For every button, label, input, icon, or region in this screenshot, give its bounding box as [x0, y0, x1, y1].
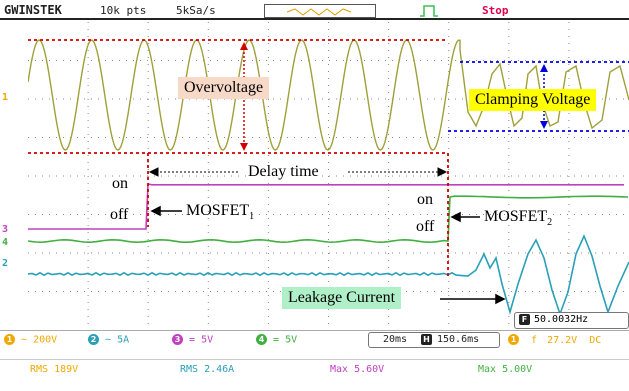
frequency-icon: F — [519, 314, 530, 325]
meas-ch2: RMS 2.46A — [180, 364, 235, 375]
ch2-setting[interactable]: 2 ~ 5A — [88, 334, 129, 346]
ch4-trace — [28, 195, 629, 244]
ch1-marker: 1 — [2, 92, 9, 103]
timebase-value: 20ms — [383, 334, 408, 345]
ch1-setting[interactable]: 1 ~ 200V — [4, 334, 57, 346]
horizontal-icon: H — [421, 334, 432, 345]
record-length: 10k pts — [100, 4, 147, 17]
overvoltage-label: Overvoltage — [178, 77, 270, 99]
mosfet-arrows — [150, 205, 506, 305]
mosfet1-label: MOSFET1 — [186, 202, 255, 223]
timebase-setting[interactable]: 20ms H 150.6ms — [368, 332, 500, 348]
frequency-readout: F 50.0032Hz — [514, 312, 629, 329]
ch2-trace — [28, 233, 629, 317]
clamping-arrow — [540, 64, 548, 129]
meas-ch4: Max 5.00V — [478, 364, 533, 375]
ch3-trace — [28, 183, 624, 230]
meas-ch1: RMS 189V — [30, 364, 79, 375]
memory-bar — [264, 4, 376, 18]
memory-wave-icon — [286, 8, 352, 16]
meas-ch3: Max 5.60V — [330, 364, 385, 375]
scope-header: GWINSTEK 10k pts 5kSa/s Stop — [0, 0, 629, 22]
on-label-1: on — [112, 175, 128, 192]
off-label-2: off — [416, 218, 435, 235]
frequency-value: 50.0032Hz — [534, 314, 589, 325]
ch3-marker: 3 — [2, 224, 9, 235]
trigger-pulse-icon — [420, 5, 438, 17]
ch2-marker: 2 — [2, 258, 9, 269]
leakage-current-label: Leakage Current — [282, 287, 402, 309]
delay-time-label: Delay time — [246, 163, 321, 181]
ch4-marker: 4 — [2, 237, 9, 248]
run-status: Stop — [482, 4, 509, 17]
measurement-bar: RMS 189V RMS 2.46A Max 5.60V Max 5.00V — [0, 359, 629, 391]
mosfet2-label: MOSFET2 — [484, 208, 553, 229]
sample-rate: 5kSa/s — [176, 4, 216, 17]
trigger-setting[interactable]: 1 f 27.2V DC — [508, 334, 601, 346]
off-label-1: off — [110, 206, 129, 223]
settings-bar: 1 ~ 200V 2 ~ 5A 3 = 5V 4 = 5V 20ms H 150… — [0, 330, 629, 349]
delay-arrow — [148, 167, 448, 177]
clamping-guides — [448, 61, 629, 132]
clamping-voltage-label: Clamping Voltage — [469, 89, 597, 111]
horizontal-position: 150.6ms — [437, 334, 480, 345]
waveform-display[interactable]: Overvoltage Clamping Voltage Delay time … — [28, 22, 629, 330]
overvoltage-guides — [28, 39, 449, 278]
ch3-setting[interactable]: 3 = 5V — [172, 334, 213, 346]
brand-logo: GWINSTEK — [4, 3, 62, 17]
header-divider — [0, 18, 629, 20]
ch4-setting[interactable]: 4 = 5V — [256, 334, 297, 346]
on-label-2: on — [417, 191, 433, 208]
